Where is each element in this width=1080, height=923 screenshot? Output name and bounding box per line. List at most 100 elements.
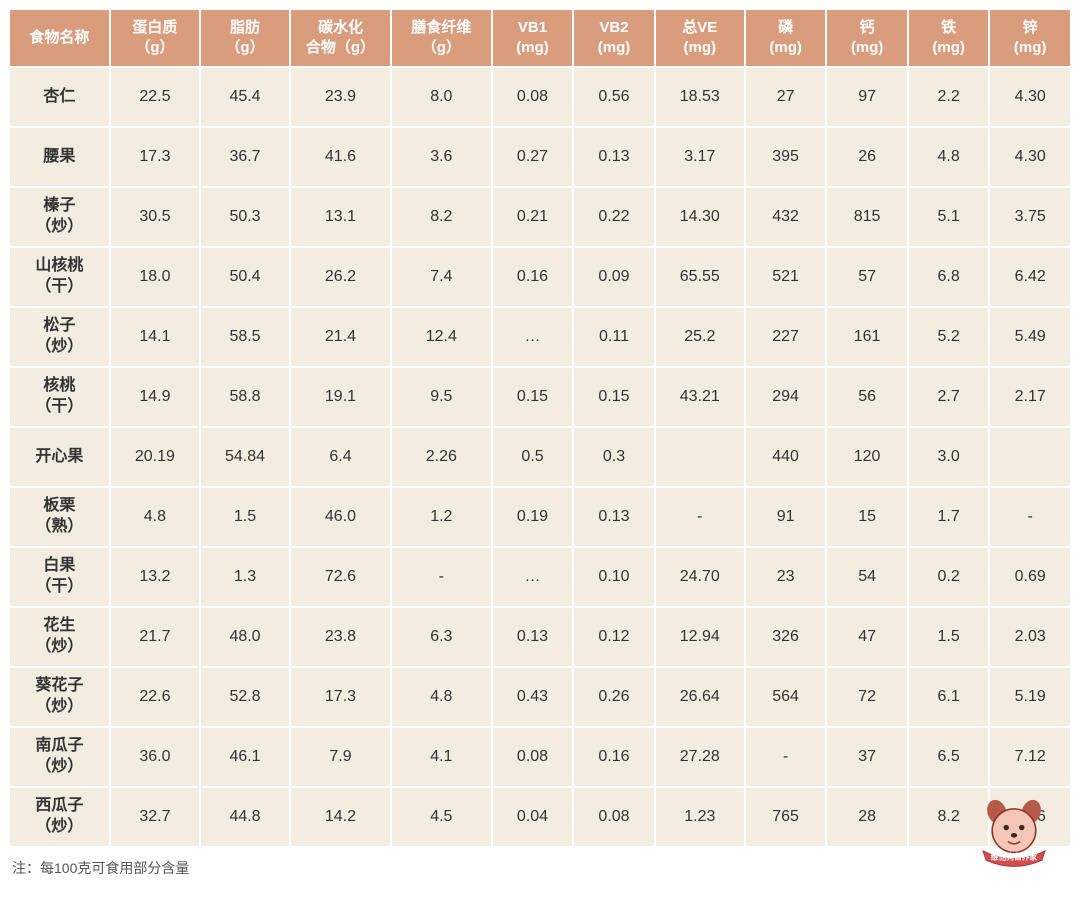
- value-cell: 6.3: [392, 608, 491, 666]
- value-cell: 0.19: [493, 488, 573, 546]
- col-header-4: 膳食纤维（g）: [392, 10, 491, 66]
- value-cell: 30.5: [111, 188, 199, 246]
- table-row: 白果（干）13.21.372.6-…0.1024.7023540.20.69: [10, 548, 1070, 606]
- value-cell: 326: [746, 608, 826, 666]
- value-cell: 13.1: [291, 188, 390, 246]
- value-cell: 50.3: [201, 188, 289, 246]
- value-cell: 5.1: [909, 188, 989, 246]
- value-cell: 1.3: [201, 548, 289, 606]
- value-cell: 0.11: [574, 308, 654, 366]
- value-cell: 26: [827, 128, 907, 186]
- value-cell: 91: [746, 488, 826, 546]
- value-cell: 37: [827, 728, 907, 786]
- value-cell: 54: [827, 548, 907, 606]
- value-cell: 432: [746, 188, 826, 246]
- value-cell: 97: [827, 68, 907, 126]
- value-cell: 0.13: [493, 608, 573, 666]
- nutrition-table: 食物名称蛋白质（g）脂肪（g）碳水化合物（g）膳食纤维（g）VB1(mg)VB2…: [8, 8, 1072, 848]
- value-cell: 22.6: [111, 668, 199, 726]
- value-cell: 395: [746, 128, 826, 186]
- value-cell: 72.6: [291, 548, 390, 606]
- value-cell: 4.8: [111, 488, 199, 546]
- value-cell: 0.08: [493, 728, 573, 786]
- value-cell: 2.26: [392, 428, 491, 486]
- col-header-11: 锌(mg): [990, 10, 1070, 66]
- value-cell: 161: [827, 308, 907, 366]
- value-cell: 12.4: [392, 308, 491, 366]
- value-cell: 0.21: [493, 188, 573, 246]
- value-cell: 36.7: [201, 128, 289, 186]
- header-row: 食物名称蛋白质（g）脂肪（g）碳水化合物（g）膳食纤维（g）VB1(mg)VB2…: [10, 10, 1070, 66]
- value-cell: 0.43: [493, 668, 573, 726]
- value-cell: 3.17: [656, 128, 744, 186]
- value-cell: 1.7: [909, 488, 989, 546]
- value-cell: 14.1: [111, 308, 199, 366]
- value-cell: 15: [827, 488, 907, 546]
- value-cell: 18.0: [111, 248, 199, 306]
- value-cell: -: [746, 728, 826, 786]
- value-cell: 14.2: [291, 788, 390, 846]
- table-body: 杏仁22.545.423.98.00.080.5618.5327972.24.3…: [10, 68, 1070, 846]
- value-cell: 2.03: [990, 608, 1070, 666]
- table-row: 榛子（炒）30.550.313.18.20.210.2214.304328155…: [10, 188, 1070, 246]
- value-cell: 0.08: [493, 68, 573, 126]
- value-cell: 0.15: [493, 368, 573, 426]
- value-cell: -: [656, 488, 744, 546]
- value-cell: 6.42: [990, 248, 1070, 306]
- value-cell: 48.0: [201, 608, 289, 666]
- value-cell: -: [990, 488, 1070, 546]
- value-cell: 0.09: [574, 248, 654, 306]
- col-header-2: 脂肪（g）: [201, 10, 289, 66]
- value-cell: …: [493, 548, 573, 606]
- value-cell: 0.13: [574, 128, 654, 186]
- value-cell: 5.2: [909, 308, 989, 366]
- value-cell: 0.69: [990, 548, 1070, 606]
- food-name-cell: 花生（炒）: [10, 608, 109, 666]
- table-row: 南瓜子（炒）36.046.17.94.10.080.1627.28-376.57…: [10, 728, 1070, 786]
- value-cell: 46.1: [201, 728, 289, 786]
- food-name-cell: 白果（干）: [10, 548, 109, 606]
- value-cell: 4.30: [990, 68, 1070, 126]
- page-root: 食物名称蛋白质（g）脂肪（g）碳水化合物（g）膳食纤维（g）VB1(mg)VB2…: [8, 8, 1072, 878]
- value-cell: 8.0: [392, 68, 491, 126]
- value-cell: 56: [827, 368, 907, 426]
- value-cell: 3.6: [392, 128, 491, 186]
- value-cell: 0.27: [493, 128, 573, 186]
- value-cell: 6.76: [990, 788, 1070, 846]
- value-cell: 0.5: [493, 428, 573, 486]
- value-cell: 65.55: [656, 248, 744, 306]
- footnote: 注：每100克可食用部分含量: [8, 858, 1072, 878]
- value-cell: 46.0: [291, 488, 390, 546]
- value-cell: 58.5: [201, 308, 289, 366]
- value-cell: 45.4: [201, 68, 289, 126]
- table-row: 西瓜子（炒）32.744.814.24.50.040.081.23765288.…: [10, 788, 1070, 846]
- value-cell: 8.2: [392, 188, 491, 246]
- value-cell: 4.8: [909, 128, 989, 186]
- value-cell: 20.19: [111, 428, 199, 486]
- value-cell: 32.7: [111, 788, 199, 846]
- value-cell: 7.4: [392, 248, 491, 306]
- value-cell: 43.21: [656, 368, 744, 426]
- value-cell: 3.75: [990, 188, 1070, 246]
- value-cell: 58.8: [201, 368, 289, 426]
- col-header-9: 钙(mg): [827, 10, 907, 66]
- value-cell: 2.7: [909, 368, 989, 426]
- food-name-cell: 腰果: [10, 128, 109, 186]
- value-cell: 19.1: [291, 368, 390, 426]
- table-head: 食物名称蛋白质（g）脂肪（g）碳水化合物（g）膳食纤维（g）VB1(mg)VB2…: [10, 10, 1070, 66]
- value-cell: 44.8: [201, 788, 289, 846]
- value-cell: 0.12: [574, 608, 654, 666]
- table-row: 花生（炒）21.748.023.86.30.130.1212.94326471.…: [10, 608, 1070, 666]
- table-row: 葵花子（炒）22.652.817.34.80.430.2626.64564726…: [10, 668, 1070, 726]
- value-cell: 0.10: [574, 548, 654, 606]
- value-cell: [656, 428, 744, 486]
- value-cell: 14.30: [656, 188, 744, 246]
- value-cell: 4.30: [990, 128, 1070, 186]
- value-cell: 0.16: [574, 728, 654, 786]
- value-cell: 0.26: [574, 668, 654, 726]
- value-cell: 18.53: [656, 68, 744, 126]
- table-row: 杏仁22.545.423.98.00.080.5618.5327972.24.3…: [10, 68, 1070, 126]
- value-cell: 9.5: [392, 368, 491, 426]
- value-cell: 21.4: [291, 308, 390, 366]
- value-cell: 27.28: [656, 728, 744, 786]
